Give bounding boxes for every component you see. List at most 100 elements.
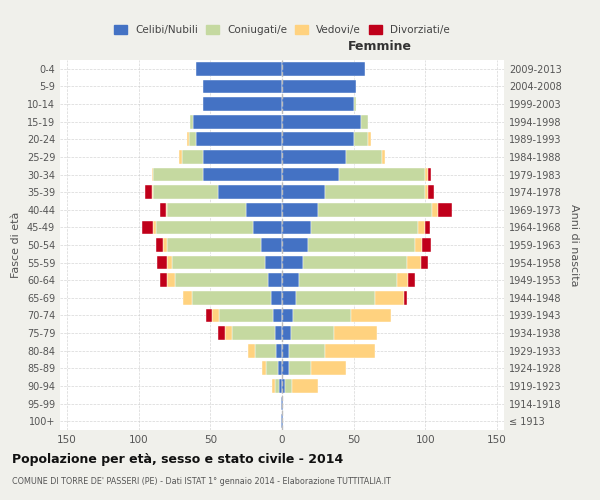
Bar [175, 274, 268, 287]
Bar [282, 62, 365, 76]
Bar [407, 256, 421, 270]
Bar [156, 220, 253, 234]
Bar [192, 291, 271, 304]
Bar [219, 308, 274, 322]
Bar [182, 150, 203, 164]
Bar [142, 220, 153, 234]
Bar [353, 97, 356, 111]
Bar [282, 238, 308, 252]
Bar [279, 379, 282, 393]
Bar [428, 168, 431, 181]
Bar [246, 203, 282, 216]
Bar [167, 203, 246, 216]
Bar [296, 291, 375, 304]
Bar [404, 291, 407, 304]
Bar [206, 308, 212, 322]
Bar [282, 344, 289, 358]
Y-axis label: Anni di nascita: Anni di nascita [569, 204, 578, 286]
Bar [397, 274, 408, 287]
Bar [166, 203, 167, 216]
Bar [299, 274, 397, 287]
Bar [282, 80, 356, 94]
Bar [425, 220, 430, 234]
Bar [152, 168, 153, 181]
Bar [282, 150, 346, 164]
Bar [418, 220, 425, 234]
Bar [153, 168, 203, 181]
Text: Femmine: Femmine [347, 40, 412, 52]
Bar [281, 414, 282, 428]
Bar [282, 379, 285, 393]
Bar [212, 308, 219, 322]
Bar [282, 256, 304, 270]
Bar [275, 379, 279, 393]
Bar [325, 186, 425, 199]
Bar [421, 256, 428, 270]
Bar [408, 274, 415, 287]
Bar [203, 168, 282, 181]
Bar [253, 220, 282, 234]
Bar [438, 203, 452, 216]
Bar [248, 344, 255, 358]
Bar [203, 150, 282, 164]
Bar [289, 362, 311, 375]
Bar [433, 203, 438, 216]
Text: Popolazione per età, sesso e stato civile - 2014: Popolazione per età, sesso e stato civil… [12, 452, 343, 466]
Bar [167, 238, 260, 252]
Bar [282, 97, 353, 111]
Bar [282, 132, 353, 146]
Bar [153, 186, 218, 199]
Bar [304, 256, 407, 270]
Bar [422, 238, 431, 252]
Bar [292, 379, 318, 393]
Bar [281, 396, 282, 410]
Bar [218, 186, 282, 199]
Bar [368, 132, 371, 146]
Bar [189, 132, 196, 146]
Bar [289, 344, 325, 358]
Bar [293, 308, 351, 322]
Bar [190, 115, 193, 128]
Bar [278, 362, 282, 375]
Bar [351, 308, 391, 322]
Bar [318, 203, 433, 216]
Bar [285, 379, 292, 393]
Bar [145, 186, 152, 199]
Bar [272, 379, 275, 393]
Bar [346, 150, 382, 164]
Bar [193, 115, 282, 128]
Bar [282, 168, 339, 181]
Bar [334, 326, 377, 340]
Bar [353, 132, 368, 146]
Bar [153, 220, 156, 234]
Bar [203, 97, 282, 111]
Bar [183, 291, 192, 304]
Bar [157, 256, 167, 270]
Bar [167, 256, 172, 270]
Bar [276, 344, 282, 358]
Bar [260, 238, 282, 252]
Bar [196, 132, 282, 146]
Bar [282, 362, 289, 375]
Bar [163, 238, 167, 252]
Bar [203, 80, 282, 94]
Bar [282, 203, 318, 216]
Bar [160, 203, 166, 216]
Legend: Celibi/Nubili, Coniugati/e, Vedovi/e, Divorziati/e: Celibi/Nubili, Coniugati/e, Vedovi/e, Di… [110, 21, 454, 40]
Bar [266, 362, 278, 375]
Bar [160, 274, 167, 287]
Bar [375, 291, 404, 304]
Bar [167, 274, 175, 287]
Bar [282, 326, 290, 340]
Bar [282, 115, 361, 128]
Bar [382, 150, 385, 164]
Bar [262, 362, 266, 375]
Bar [282, 414, 283, 428]
Bar [325, 344, 375, 358]
Bar [265, 256, 282, 270]
Bar [282, 274, 299, 287]
Bar [282, 220, 311, 234]
Bar [282, 291, 296, 304]
Bar [311, 220, 418, 234]
Bar [172, 256, 265, 270]
